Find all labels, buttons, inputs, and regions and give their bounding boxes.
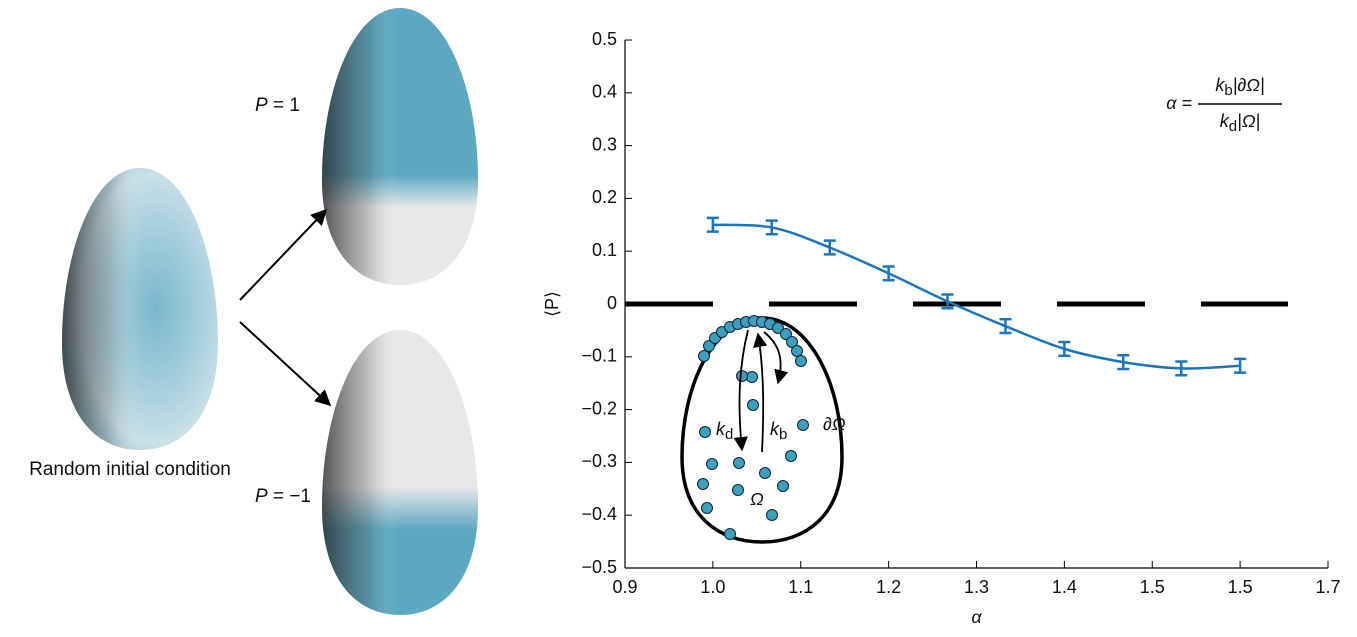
text: |∂Ω| (1233, 75, 1265, 95)
arrow (763, 331, 789, 385)
particle (791, 345, 803, 357)
particle (786, 336, 798, 348)
y-tick-label: −0.4 (581, 504, 617, 524)
particle (797, 419, 809, 431)
x-tick-label: 1.4 (1052, 577, 1077, 597)
arrow (239, 208, 328, 301)
particle (732, 484, 744, 496)
particle (795, 355, 807, 367)
symbol: k (1220, 111, 1230, 131)
x-tick-label: 1.7 (1315, 577, 1340, 597)
plot: −0.5 −0.4 −0.3 −0.2 −0.1 0 0.1 0.2 0.3 0.4 0.5 0.9 1… (542, 29, 1341, 627)
error-bar (706, 216, 719, 233)
subscript: d (725, 426, 733, 443)
y-tick-label: −0.1 (581, 346, 617, 366)
particle (759, 467, 771, 479)
error-bar (941, 293, 954, 310)
formula-lhs: α = (1166, 93, 1192, 113)
x-tick-label: 1.3 (964, 577, 989, 597)
symbol: P (255, 486, 268, 507)
error-bar (882, 265, 895, 282)
label: ∂Ω (823, 414, 846, 434)
y-tick-label: −0.3 (581, 451, 617, 471)
particle (772, 322, 784, 334)
illustrations (62, 8, 478, 615)
symbol: k (716, 419, 726, 439)
inset (680, 315, 844, 544)
x-tick-label: 1.1 (788, 577, 813, 597)
symbol: k (1215, 75, 1225, 95)
particle (766, 509, 778, 521)
error-bar (1117, 353, 1130, 371)
particle (701, 502, 713, 514)
label: kb (770, 419, 787, 443)
error-bar (999, 318, 1012, 335)
x-tick-label: 1.5 (1140, 577, 1165, 597)
y-tick-label: 0.5 (592, 29, 617, 49)
subscript: b (1224, 82, 1232, 99)
text: = 1 (268, 95, 300, 116)
label: P = 1 (255, 95, 300, 116)
symbol: k (770, 419, 780, 439)
label: Random initial condition (29, 459, 231, 480)
particle (777, 480, 789, 492)
subscript: b (779, 426, 787, 443)
x-tick-label: 0.9 (612, 577, 637, 597)
arrow (239, 321, 332, 407)
error-bar (1058, 340, 1071, 357)
subscript: d (1229, 118, 1237, 135)
text: |Ω| (1237, 111, 1260, 131)
arrow (733, 329, 749, 452)
particle (785, 450, 797, 462)
x-tick-label: 1.2 (876, 577, 901, 597)
error-bar (765, 219, 778, 236)
label: P = −1 (255, 486, 311, 507)
y-tick-label: 0 (607, 293, 617, 313)
error-bar (823, 239, 836, 256)
particle (733, 457, 745, 469)
y-tick-label: −0.2 (581, 398, 617, 418)
egg-shade (322, 8, 478, 285)
particle (703, 340, 715, 352)
y-tick-label: 0.4 (592, 82, 617, 102)
y-axis-label: ⟨P⟩ (542, 291, 562, 317)
particle (706, 458, 718, 470)
formula-denominator: kd|Ω| (1220, 111, 1260, 135)
particle (697, 478, 709, 490)
y-tick-label: 0.2 (592, 187, 617, 207)
label: Ω (750, 489, 764, 509)
particle (736, 370, 748, 382)
text: = −1 (268, 486, 311, 507)
particle (746, 371, 758, 383)
label: kd (716, 419, 733, 443)
particle (698, 350, 710, 362)
x-tick-label: 1.5 (1228, 577, 1253, 597)
x-axis-label: α (971, 607, 982, 627)
particle (747, 399, 759, 411)
particle (724, 528, 736, 540)
particle (780, 328, 792, 340)
formula-numerator: kb|∂Ω| (1215, 75, 1264, 99)
y-tick-label: 0.1 (592, 240, 617, 260)
egg-shade (322, 330, 478, 615)
y-tick-label: −0.5 (581, 557, 617, 577)
egg-shade (62, 168, 218, 450)
particle (699, 426, 711, 438)
data-line (712, 223, 1241, 370)
error-bar (1175, 360, 1188, 377)
x-tick-label: 1.0 (700, 577, 725, 597)
y-tick-label: 0.3 (592, 134, 617, 154)
error-bar (1234, 357, 1247, 374)
arrow (753, 332, 768, 453)
symbol: P (255, 95, 268, 116)
